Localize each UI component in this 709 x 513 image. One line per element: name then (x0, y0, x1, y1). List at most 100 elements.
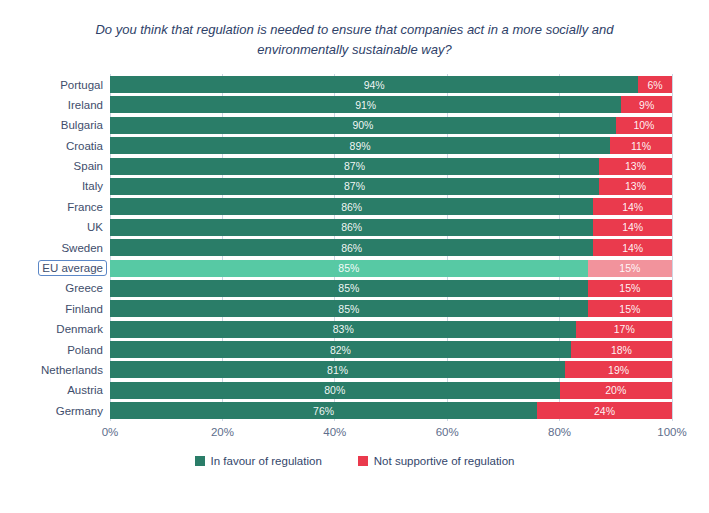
bar-track: 80% 20% (110, 382, 672, 399)
country-label: Bulgaria (35, 119, 110, 131)
bar-track: 86% 14% (110, 198, 672, 215)
bar-track: 82% 18% (110, 341, 672, 358)
favor-bar-segment: 85% (110, 260, 588, 277)
bar-value-label: 18% (611, 344, 632, 356)
country-label: Ireland (35, 99, 110, 111)
bar-value-label: 19% (608, 364, 629, 376)
favor-bar-segment: 94% (110, 76, 638, 93)
bar-row: Bulgaria 90% 10% (35, 117, 672, 134)
bar-row: UK 86% 14% (35, 219, 672, 236)
against-bar-segment: 18% (571, 341, 672, 358)
against-bar-segment: 19% (565, 361, 672, 378)
bar-value-label: 24% (594, 405, 615, 417)
bar-value-label: 76% (313, 405, 334, 417)
legend: In favour of regulation Not supportive o… (0, 455, 709, 467)
bar-row: Italy87%13% (35, 178, 672, 195)
country-label-text: Poland (67, 344, 103, 356)
favor-bar-segment: 89% (110, 137, 610, 154)
country-label: Finland (35, 303, 110, 315)
bar-value-label: 81% (327, 364, 348, 376)
bar-row: Croatia 89% 11% (35, 137, 672, 154)
bar-track: 94% 6% (110, 76, 672, 93)
favor-bar-segment: 76% (110, 402, 537, 419)
country-label: Austria (35, 384, 110, 396)
country-label: Denmark (35, 323, 110, 335)
favor-bar-segment: 87% (110, 178, 599, 195)
bar-value-label: 94% (364, 79, 385, 91)
bar-track: 91%9% (110, 96, 672, 113)
favor-bar-segment: 85% (110, 300, 588, 317)
bar-row: Austria 80% 20% (35, 382, 672, 399)
favor-bar-segment: 91% (110, 96, 621, 113)
bar-value-label: 89% (350, 140, 371, 152)
bar-row: Sweden 86%14% (35, 239, 672, 256)
bar-value-label: 86% (341, 221, 362, 233)
bar-track: 83% 17% (110, 321, 672, 338)
country-label: Spain (35, 160, 110, 172)
bar-track: 85% 15% (110, 280, 672, 297)
bar-value-label: 82% (330, 344, 351, 356)
country-label-text: UK (87, 221, 103, 233)
against-bar-segment: 9% (621, 96, 672, 113)
country-label: France (35, 201, 110, 213)
chart-title: Do you think that regulation is needed t… (55, 20, 655, 59)
against-bar-segment: 14% (593, 198, 672, 215)
country-label-text: Denmark (56, 323, 103, 335)
against-bar-segment: 24% (537, 402, 672, 419)
against-bar-segment: 14% (593, 239, 672, 256)
favor-bar-segment: 85% (110, 280, 588, 297)
bar-value-label: 14% (622, 221, 643, 233)
x-axis-tick-label: 20% (211, 426, 234, 438)
bar-track: 87%13% (110, 178, 672, 195)
favor-bar-segment: 86% (110, 198, 593, 215)
favor-bar-segment: 81% (110, 361, 565, 378)
bar-value-label: 20% (605, 384, 626, 396)
favor-bar-segment: 87% (110, 158, 599, 175)
bar-row: Netherlands 81% 19% (35, 361, 672, 378)
country-label-text: Sweden (61, 242, 103, 254)
country-label-text: Austria (67, 384, 103, 396)
x-axis-tick-label: 40% (323, 426, 346, 438)
bar-value-label: 11% (631, 140, 651, 152)
bar-value-label: 85% (338, 303, 359, 315)
bar-row: Spain87% 13% (35, 158, 672, 175)
bar-track: 87% 13% (110, 158, 672, 175)
bar-track: 85% 15% (110, 300, 672, 317)
country-label: Poland (35, 344, 110, 356)
bar-value-label: 15% (619, 303, 640, 315)
country-label-text: Bulgaria (61, 119, 103, 131)
against-bar-segment: 15% (588, 300, 672, 317)
bar-value-label: 15% (619, 282, 640, 294)
legend-label-favor: In favour of regulation (211, 455, 322, 467)
bar-value-label: 80% (324, 384, 345, 396)
bar-value-label: 83% (333, 323, 354, 335)
bar-value-label: 85% (338, 282, 359, 294)
favor-bar-segment: 86% (110, 239, 593, 256)
bar-track: 86% 14% (110, 219, 672, 236)
country-label: Germany (35, 405, 110, 417)
bar-value-label: 10% (633, 119, 654, 131)
country-label: Italy (35, 180, 110, 192)
x-axis-tick-label: 0% (102, 426, 119, 438)
against-bar-segment: 6% (638, 76, 672, 93)
country-label: Netherlands (35, 364, 110, 376)
bar-value-label: 13% (625, 160, 646, 172)
against-bar-segment: 17% (576, 321, 672, 338)
bar-value-label: 85% (338, 262, 359, 274)
favor-bar-segment: 86% (110, 219, 593, 236)
bar-rows: Portugal 94% 6% Ireland 91%9% Bulgaria 90% 10% C… (35, 76, 672, 419)
country-label-text: Germany (56, 405, 103, 417)
favor-bar-segment: 83% (110, 321, 576, 338)
bar-track: 81% 19% (110, 361, 672, 378)
bar-value-label: 6% (648, 79, 663, 91)
bar-value-label: 90% (352, 119, 373, 131)
against-bar-segment: 20% (560, 382, 672, 399)
favor-bar-segment: 90% (110, 117, 616, 134)
country-label-text: Ireland (68, 99, 103, 111)
country-label-text: Croatia (66, 140, 103, 152)
country-label: UK (35, 221, 110, 233)
bar-value-label: 14% (622, 201, 643, 213)
against-bar-segment: 10% (616, 117, 672, 134)
country-label-text: Portugal (60, 79, 103, 91)
x-axis: 0%20%40%60%80%100% (110, 426, 672, 442)
